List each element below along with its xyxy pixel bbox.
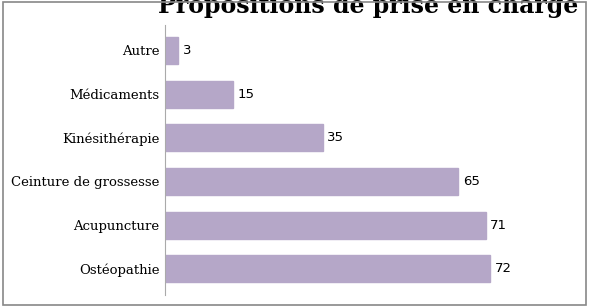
Bar [165,80,233,108]
Text: 71: 71 [490,219,507,232]
Text: 15: 15 [237,87,254,101]
Bar [165,212,485,239]
Text: 3: 3 [183,44,191,57]
Title: Propositions de prise en charge: Propositions de prise en charge [158,0,578,18]
Text: 35: 35 [327,131,345,144]
Text: 72: 72 [495,262,512,275]
Bar [165,37,178,64]
Text: 65: 65 [463,175,480,188]
Bar [165,124,323,151]
Bar [165,168,458,195]
Bar [165,255,490,282]
